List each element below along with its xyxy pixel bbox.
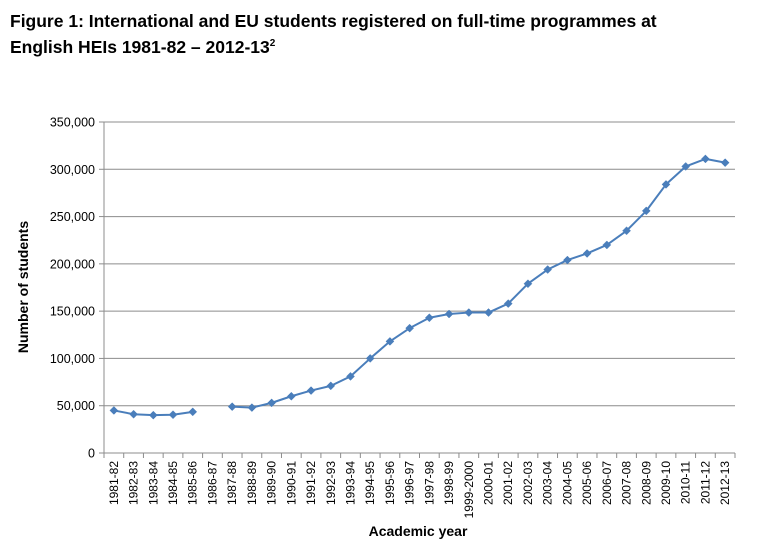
gridlines — [104, 121, 735, 407]
x-tick-label: 1994-95 — [363, 461, 377, 505]
axes — [99, 121, 736, 458]
x-tick-label: 2001-02 — [501, 461, 515, 505]
x-tick-label: 1998-99 — [442, 461, 456, 505]
chart-title: Figure 1: International and EU students … — [10, 8, 750, 60]
data-point — [503, 299, 513, 308]
data-point — [602, 240, 612, 250]
y-tick-label: 250,000 — [50, 210, 95, 224]
x-tick-label: 2000-01 — [482, 461, 496, 505]
x-tick-label: 1983-84 — [146, 461, 160, 505]
data-point — [641, 206, 651, 216]
x-tick-label: 2006-07 — [600, 461, 614, 505]
y-tick-label: 200,000 — [50, 257, 95, 271]
x-tick-label: 1993-94 — [343, 461, 357, 505]
x-tick-label: 2004-05 — [560, 461, 574, 505]
x-tick-label: 1987-88 — [225, 461, 239, 505]
footnote-marker: 2 — [269, 38, 276, 49]
x-tick-labels: 1981-82 1982-83 1983-84 1984-85 1985-86 1986-… — [107, 461, 732, 519]
data-point — [484, 308, 493, 317]
data-point — [109, 406, 119, 415]
data-point — [425, 313, 434, 323]
data-point — [661, 180, 671, 189]
y-tick-label: 0 — [88, 447, 95, 461]
x-tick-label: 2012-13 — [718, 461, 732, 505]
data-point — [582, 249, 592, 258]
x-tick-label: 2010-11 — [679, 461, 693, 504]
data-point — [543, 265, 553, 274]
chart-title-line-2: English HEIs 1981-82 – 2012-132 — [10, 34, 750, 60]
x-tick-label: 2003-04 — [541, 461, 555, 505]
x-tick-label: 2007-08 — [620, 461, 634, 505]
x-tick-label: 1997-98 — [422, 461, 436, 505]
y-axis-title: Number of students — [15, 221, 31, 353]
x-tick-label: 1996-97 — [403, 461, 417, 505]
x-tick-label: 1984-85 — [166, 461, 180, 505]
x-tick-label: 1982-83 — [127, 461, 141, 505]
x-tick-label: 1992-93 — [324, 461, 338, 505]
data-point — [720, 158, 730, 168]
data-point — [405, 323, 414, 333]
y-tick-label: 150,000 — [50, 305, 95, 319]
x-tick-label: 1991-92 — [304, 461, 318, 505]
chart-title-line-2-text: English HEIs 1981-82 – 2012-13 — [10, 37, 270, 57]
x-tick-label: 2008-09 — [639, 461, 653, 505]
x-tick-label: 2002-03 — [521, 461, 535, 505]
data-point — [365, 354, 375, 363]
data-point — [523, 279, 533, 289]
x-tick-label: 1985-86 — [186, 461, 200, 505]
data-point — [168, 410, 178, 420]
data-point — [306, 386, 316, 395]
x-tick-label: 2011-12 — [698, 461, 712, 504]
chart-title-line-1: Figure 1: International and EU students … — [10, 11, 657, 31]
y-tick-label: 100,000 — [50, 352, 95, 366]
y-tick-label: 350,000 — [50, 116, 95, 130]
x-tick-label: 1986-87 — [205, 461, 219, 505]
x-tick-label: 1981-82 — [107, 461, 121, 505]
data-point — [247, 403, 257, 412]
data-point — [129, 409, 138, 419]
x-tick-label: 2005-06 — [580, 461, 594, 505]
y-tick-label: 300,000 — [50, 163, 95, 177]
x-tick-label: 2009-10 — [659, 461, 673, 505]
data-point — [681, 162, 691, 171]
y-tick-labels: 0 50,000 100,000 150,000 200,000 250,000 300,0… — [50, 116, 95, 461]
x-tick-label: 1990-91 — [284, 461, 298, 505]
data-point — [346, 372, 355, 381]
x-tick-label: 1995-96 — [383, 461, 397, 505]
data-point — [563, 255, 572, 265]
series-students — [109, 154, 730, 420]
data-point — [267, 398, 276, 408]
data-point — [464, 308, 474, 317]
data-point — [622, 226, 631, 236]
data-point — [385, 337, 395, 346]
x-tick-label: 1988-89 — [245, 461, 259, 505]
x-axis-title: Academic year — [369, 523, 468, 539]
data-point — [326, 381, 336, 391]
data-point — [148, 410, 158, 420]
data-point — [227, 402, 237, 412]
x-tick-label: 1999-2000 — [462, 461, 476, 519]
data-point — [188, 407, 198, 417]
y-tick-label: 50,000 — [57, 399, 95, 413]
data-point — [444, 309, 454, 319]
data-point — [286, 391, 296, 401]
x-tick-label: 1989-90 — [265, 461, 279, 505]
series-line — [232, 157, 726, 409]
data-point — [701, 154, 710, 164]
